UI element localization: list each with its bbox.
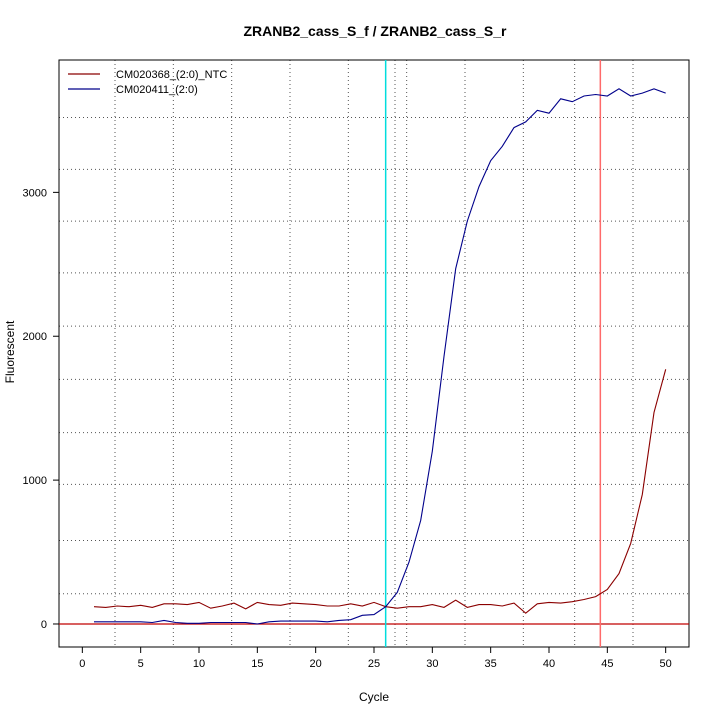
x-tick-label-4: 20 (310, 658, 322, 670)
y-tick-label-1: 1000 (23, 475, 47, 487)
series-line-1 (94, 88, 666, 625)
x-tick-label-5: 25 (368, 658, 380, 670)
series-line-0 (93, 369, 667, 614)
x-tick-label-8: 40 (543, 658, 555, 670)
x-tick-label-10: 50 (660, 658, 672, 670)
x-tick-label-0: 0 (79, 658, 85, 670)
legend: CM020368_(2:0)_NTC CM020411_(2:0) (68, 69, 227, 96)
x-tick-label-3: 15 (251, 658, 263, 670)
x-tick-label-9: 45 (601, 658, 613, 670)
series-lines (93, 88, 667, 625)
x-axis: 0 5 10 15 20 25 30 35 40 45 50 (79, 647, 672, 670)
y-tick-label-0: 0 (41, 619, 47, 631)
chart-title: ZRANB2_cass_S_f / ZRANB2_cass_S_r (243, 23, 507, 39)
x-tick-label-2: 10 (193, 658, 205, 670)
x-tick-label-6: 30 (426, 658, 438, 670)
x-axis-label: Cycle (359, 690, 389, 704)
y-tick-label-2: 2000 (23, 331, 47, 343)
x-tick-label-7: 35 (485, 658, 497, 670)
legend-label-0: CM020368_(2:0)_NTC (116, 69, 227, 81)
y-tick-label-3: 3000 (23, 187, 47, 199)
plot-frame (58, 59, 690, 648)
y-axis-label: Fluorescent (3, 320, 17, 383)
x-tick-label-1: 5 (138, 658, 144, 670)
grid-lines (59, 60, 689, 647)
reference-lines (59, 60, 689, 647)
y-axis: 0 1000 2000 3000 (23, 187, 59, 631)
legend-label-1: CM020411_(2:0) (116, 84, 198, 96)
